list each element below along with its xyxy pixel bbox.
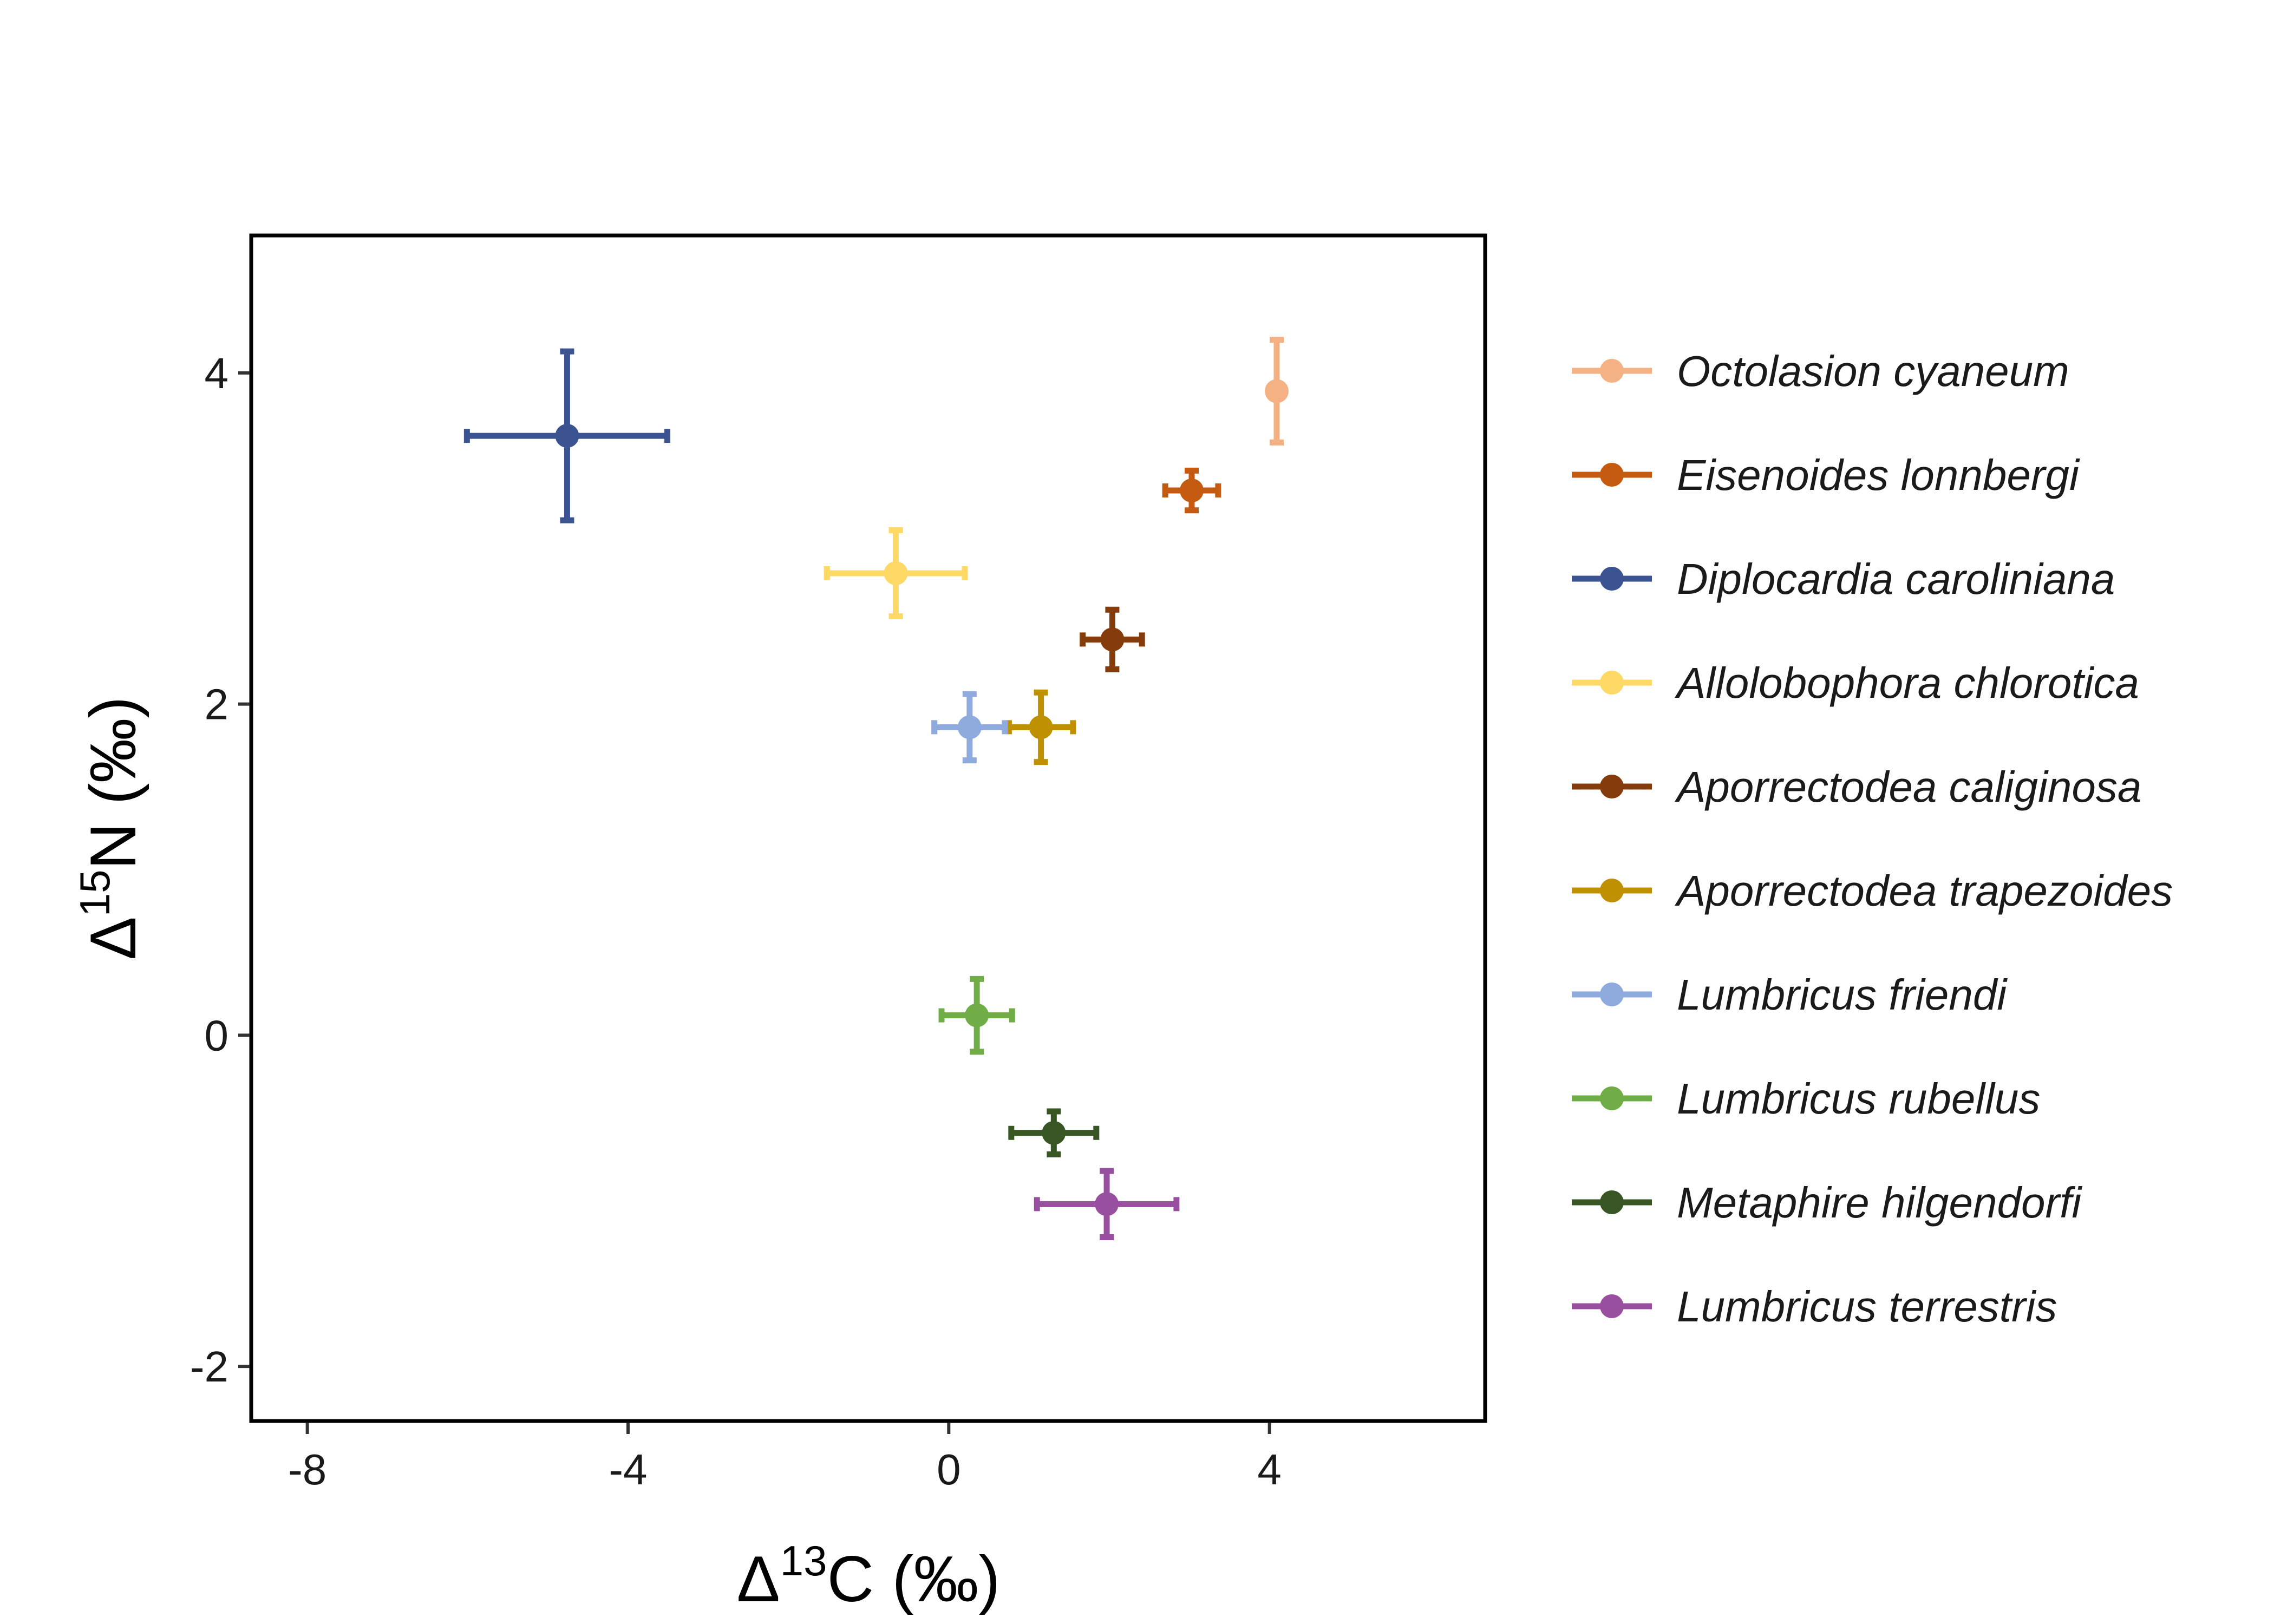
legend-item-aporrectodea-trapezoides: Aporrectodea trapezoides <box>1572 867 2173 915</box>
data-point-lumbricus-terrestris <box>1095 1192 1119 1216</box>
y-tick-label: -2 <box>190 1343 228 1391</box>
legend-item-lumbricus-friendi: Lumbricus friendi <box>1572 971 2008 1019</box>
legend-key-point <box>1600 775 1624 798</box>
legend-key-point <box>1600 1190 1624 1214</box>
data-point-eisenoides-lonnbergi <box>1180 479 1204 503</box>
series-lumbricus-rubellus <box>938 975 1015 1055</box>
legend-label: Aporrectodea caliginosa <box>1675 763 2141 811</box>
y-tick-label: 4 <box>205 349 229 397</box>
series-diplocardia-caroliniana <box>463 348 671 523</box>
legend-item-lumbricus-rubellus: Lumbricus rubellus <box>1572 1075 2040 1123</box>
legend-item-aporrectodea-caliginosa: Aporrectodea caliginosa <box>1572 763 2141 811</box>
y-axis-title-superscript: 15 <box>71 870 119 917</box>
legend-key-point <box>1600 671 1624 695</box>
legend-label: Diplocardia caroliniana <box>1677 555 2115 603</box>
legend-item-allolobophora-chlorotica: Allolobophora chlorotica <box>1572 659 2139 707</box>
data-point-allolobophora-chlorotica <box>884 561 908 585</box>
data-marks <box>463 337 1289 1240</box>
series-metaphire-hilgendorfi <box>1008 1108 1100 1158</box>
legend-key-point <box>1600 1294 1624 1318</box>
legend-item-lumbricus-terrestris: Lumbricus terrestris <box>1572 1282 2057 1331</box>
legend-label: Eisenoides lonnbergi <box>1677 451 2080 499</box>
x-tick-label: -8 <box>288 1445 326 1494</box>
x-tick-label: 4 <box>1257 1445 1282 1494</box>
data-point-lumbricus-friendi <box>957 715 982 739</box>
legend-item-metaphire-hilgendorfi: Metaphire hilgendorfi <box>1572 1178 2082 1227</box>
x-axis-title-superscript: 13 <box>780 1537 827 1584</box>
y-axis: -2 0 2 4 <box>190 349 250 1391</box>
legend: Octolasion cyaneum Eisenoides lonnbergi Di… <box>1572 347 2173 1331</box>
x-axis-title-symbol: Δ <box>737 1543 780 1615</box>
data-point-diplocardia-caroliniana <box>555 424 579 448</box>
legend-key-point <box>1600 359 1624 383</box>
x-axis-title-rest: C (‰) <box>827 1543 1001 1615</box>
legend-label: Lumbricus friendi <box>1677 971 2008 1019</box>
y-axis-title-rest: N (‰) <box>77 697 149 870</box>
legend-key-point <box>1600 567 1624 591</box>
y-tick-label: 2 <box>205 680 229 729</box>
legend-key-point <box>1600 1086 1624 1110</box>
plot-frame <box>249 233 1487 1423</box>
data-point-lumbricus-rubellus <box>965 1003 989 1027</box>
legend-item-octolasion-cyaneum: Octolasion cyaneum <box>1572 347 2069 395</box>
y-tick-label: 0 <box>205 1011 229 1059</box>
legend-label: Lumbricus terrestris <box>1677 1282 2057 1331</box>
data-point-aporrectodea-caliginosa <box>1100 627 1125 652</box>
x-tick-label: 0 <box>937 1445 961 1494</box>
y-axis-title-symbol: Δ <box>77 916 149 960</box>
series-eisenoides-lonnbergi <box>1162 467 1221 514</box>
plot-background <box>251 235 1485 1421</box>
legend-item-diplocardia-caroliniana: Diplocardia caroliniana <box>1572 555 2115 603</box>
data-point-metaphire-hilgendorfi <box>1042 1121 1066 1145</box>
x-axis-title: Δ13C (‰) <box>737 1537 1001 1615</box>
legend-label: Aporrectodea trapezoides <box>1675 867 2173 915</box>
legend-item-eisenoides-lonnbergi: Eisenoides lonnbergi <box>1572 451 2080 499</box>
series-lumbricus-terrestris <box>1034 1168 1180 1240</box>
legend-key-point <box>1600 983 1624 1006</box>
x-axis: -8 -4 0 4 <box>288 1423 1282 1494</box>
series-octolasion-cyaneum <box>1264 337 1289 446</box>
legend-label: Metaphire hilgendorfi <box>1677 1178 2082 1227</box>
data-point-aporrectodea-trapezoides <box>1029 715 1053 739</box>
series-aporrectodea-trapezoides <box>1005 689 1076 765</box>
series-aporrectodea-caliginosa <box>1080 606 1145 672</box>
y-axis-title: Δ15N (‰) <box>71 697 149 960</box>
legend-label: Allolobophora chlorotica <box>1675 659 2139 707</box>
series-allolobophora-chlorotica <box>824 527 968 619</box>
x-tick-label: -4 <box>609 1445 647 1494</box>
legend-label: Octolasion cyaneum <box>1677 347 2069 395</box>
series-lumbricus-friendi <box>931 691 1008 764</box>
legend-key-point <box>1600 879 1624 902</box>
legend-label: Lumbricus rubellus <box>1677 1075 2040 1123</box>
plot-panel <box>249 233 1487 1423</box>
data-point-octolasion-cyaneum <box>1264 379 1289 403</box>
legend-key-point <box>1600 463 1624 487</box>
